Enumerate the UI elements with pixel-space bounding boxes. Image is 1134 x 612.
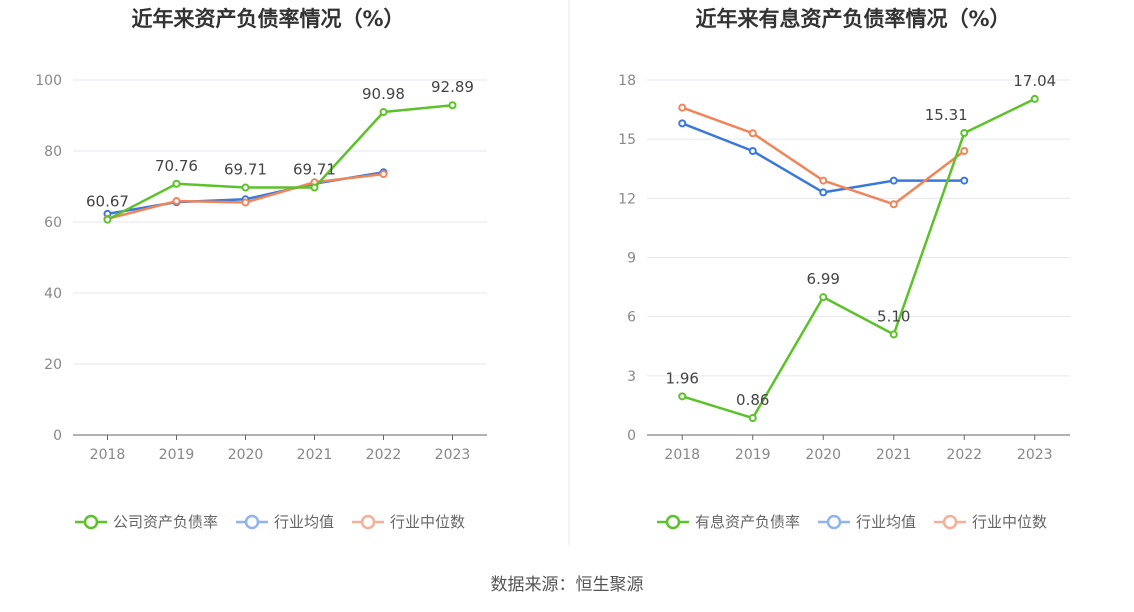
chart1-x-tick-label: 2018 bbox=[90, 447, 126, 463]
chart2-series-point-1 bbox=[889, 176, 898, 185]
chart2-series-point-0 bbox=[1030, 94, 1039, 103]
chart1-x-tick-label: 2019 bbox=[159, 447, 195, 463]
chart2-data-label: 15.31 bbox=[925, 106, 968, 124]
chart1-legend-label-0[interactable]: 公司资产负债率 bbox=[113, 513, 218, 531]
chart1-data-label: 70.76 bbox=[155, 157, 198, 175]
chart2-y-tick-label: 15 bbox=[618, 132, 636, 148]
chart2-y-tick-label: 9 bbox=[627, 251, 636, 267]
chart1-series-point-0 bbox=[448, 101, 457, 110]
chart1-y-tick-label: 60 bbox=[44, 215, 62, 231]
chart1-series-point-0 bbox=[172, 179, 181, 188]
chart1-y-tick-label: 40 bbox=[44, 286, 62, 302]
chart1-x-tick-label: 2023 bbox=[435, 447, 471, 463]
data-source: 数据来源：恒生聚源 bbox=[491, 575, 644, 595]
chart1-legend-marker-2[interactable] bbox=[360, 514, 376, 530]
chart1-title: 近年来资产负债率情况（%） bbox=[131, 7, 404, 31]
chart2-series-point-0 bbox=[960, 129, 969, 138]
chart2-y-tick-label: 3 bbox=[627, 369, 636, 385]
chart2-x-tick-label: 2020 bbox=[805, 447, 841, 463]
chart2-series-line-0 bbox=[681, 97, 1036, 420]
chart2-series-point-1 bbox=[748, 147, 757, 155]
chart1-x-tick-label: 2021 bbox=[297, 447, 333, 463]
chart2-legend-marker-2[interactable] bbox=[942, 514, 958, 530]
chart2-series-point-2 bbox=[748, 129, 757, 138]
chart2-x-tick-label: 2018 bbox=[664, 447, 700, 463]
chart2-series-point-2 bbox=[960, 147, 969, 155]
chart1-legend-label-1[interactable]: 行业均值 bbox=[274, 513, 334, 531]
chart2-legend-marker-0[interactable] bbox=[665, 514, 681, 530]
chart2-data-label: 6.99 bbox=[807, 270, 840, 288]
chart2-series-point-2 bbox=[678, 103, 687, 112]
chart2-data-label: 0.86 bbox=[736, 391, 769, 409]
chart2-series-point-2 bbox=[819, 176, 828, 185]
chart1-data-label: 60.67 bbox=[86, 193, 129, 211]
chart2-series-point-1 bbox=[678, 119, 687, 128]
chart1-data-label: 90.98 bbox=[362, 85, 405, 103]
chart1-x-tick-label: 2020 bbox=[228, 447, 264, 463]
chart1-legend-label-2[interactable]: 行业中位数 bbox=[390, 513, 465, 531]
chart2-y-tick-label: 12 bbox=[618, 191, 636, 207]
chart2-series-point-1 bbox=[819, 188, 828, 197]
chart2-legend-label-0[interactable]: 有息资产负债率 bbox=[695, 513, 800, 531]
chart2-y-tick-label: 0 bbox=[627, 428, 636, 444]
chart2-x-tick-label: 2023 bbox=[1017, 447, 1053, 463]
chart2-series-point-0 bbox=[748, 414, 757, 423]
chart2-legend-label-1[interactable]: 行业均值 bbox=[856, 513, 916, 531]
chart1-series-point-2 bbox=[172, 197, 181, 206]
chart1-series-line-0 bbox=[106, 103, 453, 221]
chart2-x-tick-label: 2021 bbox=[876, 447, 912, 463]
chart2-legend-label-2[interactable]: 行业中位数 bbox=[972, 513, 1047, 531]
chart2-series-point-2 bbox=[889, 200, 898, 209]
chart1-series-point-0 bbox=[310, 183, 319, 192]
chart1-data-label: 69.71 bbox=[224, 161, 267, 179]
chart1-series-point-0 bbox=[241, 183, 250, 192]
chart1-data-label: 69.71 bbox=[293, 161, 336, 179]
chart2-legend-marker-1[interactable] bbox=[826, 514, 842, 530]
chart1-y-tick-label: 20 bbox=[44, 357, 62, 373]
chart1-legend-marker-0[interactable] bbox=[83, 514, 99, 530]
chart2-x-tick-label: 2019 bbox=[735, 447, 771, 463]
chart2-series-point-1 bbox=[960, 176, 969, 185]
chart1-y-tick-label: 100 bbox=[35, 73, 62, 89]
chart1-y-tick-label: 0 bbox=[53, 428, 62, 444]
chart2-series-point-0 bbox=[678, 392, 687, 401]
chart2-data-label: 1.96 bbox=[666, 369, 699, 387]
chart1-y-tick-label: 80 bbox=[44, 144, 62, 160]
chart2-y-tick-label: 18 bbox=[618, 73, 636, 89]
chart1-series-point-2 bbox=[241, 198, 250, 207]
chart2-x-tick-label: 2022 bbox=[946, 447, 982, 463]
chart2-title: 近年来有息资产负债率情况（%） bbox=[695, 7, 1010, 31]
chart2-series-point-0 bbox=[889, 330, 898, 339]
chart2-data-label: 17.04 bbox=[1013, 72, 1056, 90]
chart2-series-point-0 bbox=[819, 293, 828, 302]
chart2-data-label: 5.10 bbox=[877, 307, 910, 325]
chart1-x-tick-label: 2022 bbox=[366, 447, 402, 463]
chart1-data-label: 92.89 bbox=[431, 78, 474, 96]
chart2-y-tick-label: 6 bbox=[627, 310, 636, 326]
chart1-series-point-0 bbox=[103, 215, 112, 224]
chart1-series-point-2 bbox=[379, 170, 388, 179]
chart1-series-point-0 bbox=[379, 108, 388, 117]
chart1-legend-marker-1[interactable] bbox=[244, 514, 260, 530]
